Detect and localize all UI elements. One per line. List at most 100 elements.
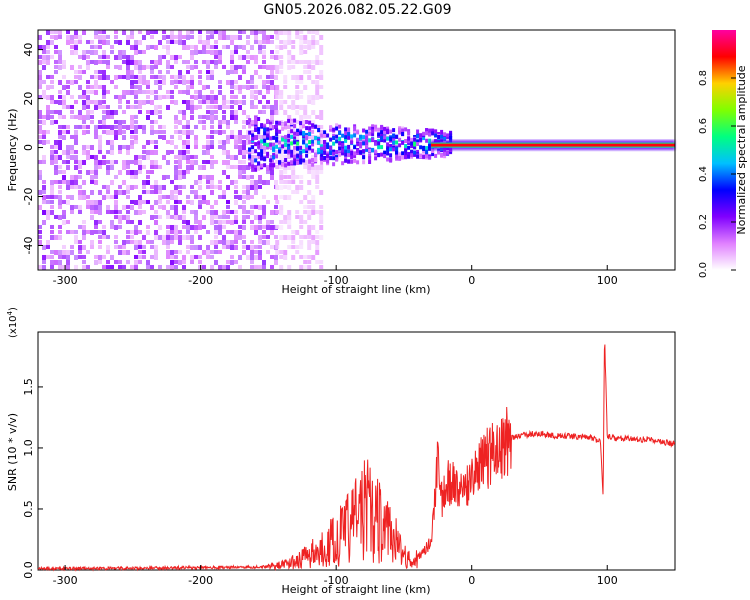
spectrogram-cell: [106, 195, 110, 199]
spectrogram-cell: [158, 115, 162, 119]
spectrogram-cell: [86, 125, 90, 129]
cloud-cell: [329, 151, 333, 156]
cloud-cell: [260, 139, 264, 144]
spectrogram-cell: [146, 30, 150, 35]
snr-y-multiplier: (x104): [6, 307, 19, 338]
spectrogram-cell: [126, 185, 130, 190]
cloud-cell: [443, 132, 447, 137]
spectrogram-cell: [254, 105, 258, 109]
spectrogram-cell: [130, 35, 134, 39]
spectrogram-cell: [291, 190, 296, 194]
spectrogram-cell: [319, 170, 324, 174]
spectrogram-cell: [250, 30, 254, 35]
spectrogram-cell: [174, 160, 178, 164]
spectrogram-cell: [283, 75, 288, 80]
spectrogram-cell: [222, 225, 226, 229]
spectrogram-cell: [250, 45, 254, 50]
spectrogram-cell: [174, 185, 178, 190]
spectrogram-cell: [307, 215, 312, 220]
spectrogram-cell: [78, 190, 82, 195]
spectrogram-cell: [150, 215, 154, 220]
spectrogram-cell: [134, 100, 138, 104]
chart-title: GN05.2026.082.05.22.G09: [263, 2, 452, 18]
snr-y-multiplier-exponent: 4: [6, 310, 14, 315]
spectrogram-cell: [279, 165, 284, 169]
spectrogram-cell: [315, 115, 320, 119]
spectrogram-cell: [98, 40, 102, 44]
spectrogram-cell: [38, 140, 42, 144]
spectrogram-cell: [82, 230, 86, 235]
spectrogram-cell: [238, 165, 242, 170]
spectrogram-cell: [90, 200, 94, 205]
spectrogram-cell: [226, 150, 230, 155]
spectrogram-cell: [66, 200, 70, 205]
spectrogram-cell: [226, 200, 230, 204]
spectrogram-cell: [250, 210, 254, 215]
spectrogram-cell: [186, 160, 190, 164]
cloud-cell: [320, 144, 324, 149]
spectrogram-cell: [58, 55, 62, 60]
spectrogram-cell: [238, 135, 242, 140]
spectrogram-cell: [66, 130, 70, 134]
spectrogram-cell: [270, 245, 274, 249]
cloud-cell: [395, 146, 399, 151]
spectrogram-cell: [315, 210, 320, 214]
spectrogram-cell: [82, 90, 86, 95]
spectrogram-cell: [202, 165, 206, 170]
spectrogram-cell: [295, 120, 300, 124]
spectrogram-cell: [291, 255, 296, 260]
spectrogram-cell: [106, 205, 110, 210]
spectrogram-cell: [246, 55, 250, 59]
spectrogram-cell: [279, 205, 284, 210]
spectrogram-cell: [266, 35, 270, 40]
cloud-cell: [272, 142, 276, 147]
cloud-cell: [374, 141, 378, 146]
cloud-cell: [248, 162, 252, 167]
spectrogram-cell: [166, 35, 170, 39]
spectrogram-cell: [190, 200, 194, 205]
spectrogram-cell: [138, 230, 142, 234]
spectrogram-cell: [274, 110, 278, 115]
spectrogram-cell: [262, 215, 266, 219]
spectrogram-cell: [174, 170, 178, 175]
spectrogram-cell: [94, 100, 98, 105]
spectrogram-cell: [198, 220, 202, 225]
spectrogram-cell: [186, 125, 190, 129]
spectrogram-cell: [226, 165, 230, 169]
spectrogram-cell: [42, 255, 46, 260]
spectrogram-cell: [266, 65, 270, 70]
spectrogram-cell: [106, 65, 110, 69]
spectrogram-cell: [222, 115, 226, 120]
spectrogram-cell: [114, 160, 118, 164]
cloud-cell: [398, 143, 402, 148]
cloud-cell: [308, 159, 312, 164]
spectrogram-cell: [238, 35, 242, 40]
spectrogram-cell: [279, 40, 284, 44]
snr-y-ticks: 0.00.51.01.5: [22, 378, 43, 579]
spectrogram-cell: [130, 185, 134, 190]
spectrogram-cell: [226, 120, 230, 125]
spectrogram-cell: [58, 100, 62, 105]
spectrogram-cell: [270, 155, 274, 160]
cloud-cell: [287, 133, 291, 138]
spectrogram-cell: [234, 45, 238, 50]
spectrogram-cell: [186, 220, 190, 225]
spectrogram-cell: [242, 155, 246, 159]
spectrogram-cell: [250, 220, 254, 224]
snr-frame: [37, 331, 676, 571]
spectrogram-cell: [90, 145, 94, 150]
spectrogram-cell: [78, 95, 82, 99]
spectrogram-cell: [194, 140, 198, 145]
spectrogram-cell: [150, 125, 154, 130]
cloud-cell: [272, 135, 276, 140]
spectrogram-cell: [226, 35, 230, 40]
spectrogram-cell: [166, 215, 170, 219]
spectrogram-cell: [194, 95, 198, 100]
cloud-cell: [353, 130, 357, 135]
spectrogram-cell: [226, 125, 230, 129]
spectrogram-cell: [214, 160, 218, 164]
spectrogram-cell: [70, 145, 74, 150]
spectrogram-cell: [250, 265, 254, 269]
spectrogram-cell: [319, 75, 324, 80]
cloud-cell: [320, 146, 324, 151]
